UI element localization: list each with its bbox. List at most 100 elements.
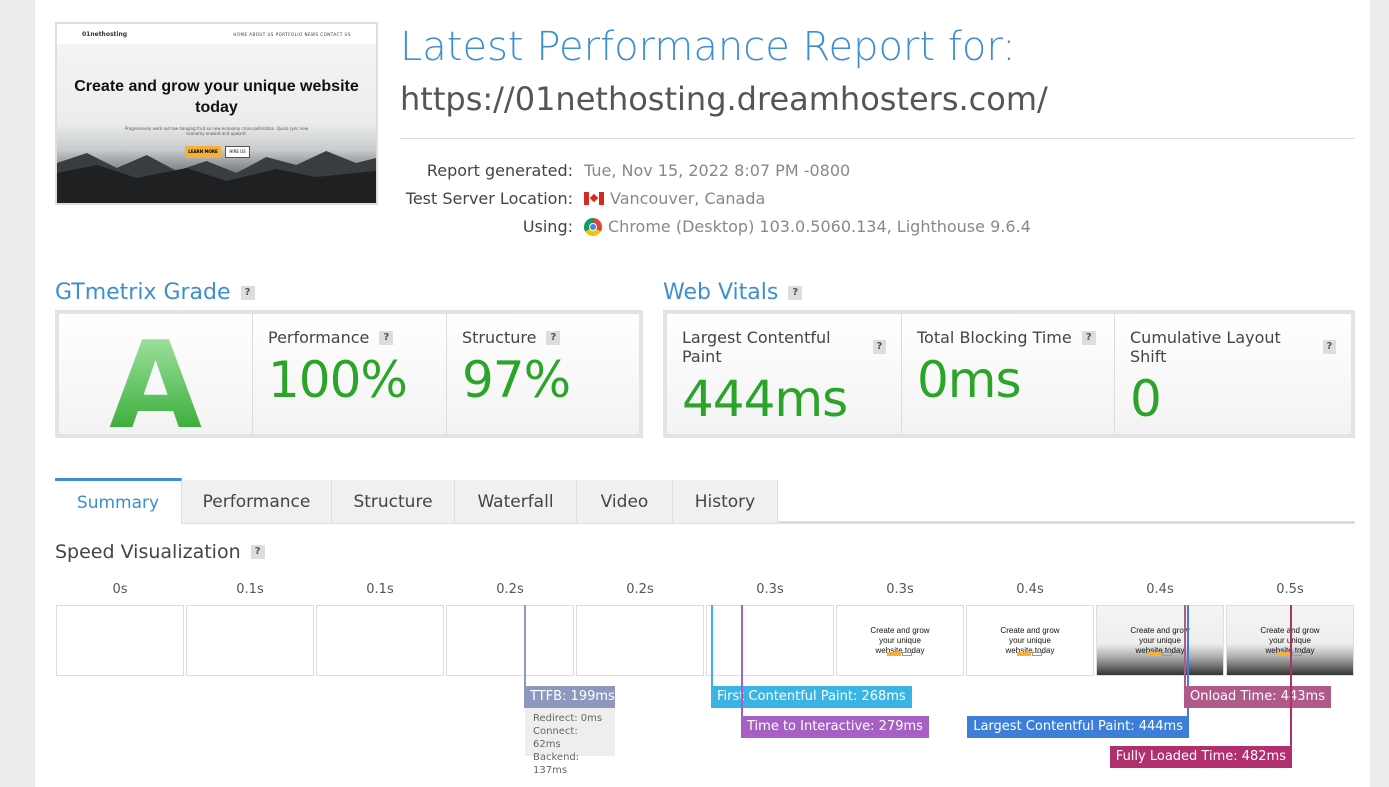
frame-button <box>902 652 912 656</box>
tab-performance[interactable]: Performance <box>182 480 332 523</box>
speed-heading-text: Speed Visualization <box>55 541 241 563</box>
lcp-value: 444ms <box>682 370 848 428</box>
structure-label: Structure <box>462 328 537 347</box>
grade-letter: A <box>74 327 237 447</box>
tbt-label: Total Blocking Time <box>917 328 1072 347</box>
thumb-headline: Create and grow your unique website toda… <box>74 78 359 116</box>
time-label: 0.2s <box>496 582 524 597</box>
onload-marker: Onload Time: 443ms <box>1184 686 1331 708</box>
server-location-value: Vancouver, Canada <box>584 189 765 208</box>
time-label: 0.1s <box>366 582 394 597</box>
using-value: Chrome (Desktop) 103.0.5060.134, Lightho… <box>584 217 1031 236</box>
fcp-line <box>711 605 713 686</box>
time-label: 0.1s <box>236 582 264 597</box>
divider <box>400 138 1355 139</box>
tti-marker: Time to Interactive: 279ms <box>741 716 929 738</box>
report-url[interactable]: https://01nethosting.dreamhosters.com/ <box>400 80 1048 118</box>
chrome-icon <box>584 217 602 236</box>
canada-flag-icon <box>584 192 604 205</box>
tti-line <box>741 605 743 716</box>
report-tabs: Summary Performance Structure Waterfall … <box>55 478 1355 524</box>
frame-button <box>1032 652 1042 656</box>
tab-video[interactable]: Video <box>577 480 673 523</box>
fcp-marker: First Contentful Paint: 268ms <box>711 686 912 708</box>
thumb-logo: 01nethosting <box>82 31 128 38</box>
performance-score: 100% <box>268 351 408 409</box>
gtmetrix-grade-heading: GTmetrix Grade? <box>55 280 255 305</box>
help-icon[interactable]: ? <box>1322 340 1336 354</box>
lcp-cell: Largest Contentful Paint? 444ms <box>667 314 902 434</box>
report-generated-label: Report generated: <box>426 161 573 180</box>
cls-value: 0 <box>1130 370 1162 428</box>
frame-headline: Create and grow your unique website toda… <box>1000 626 1060 655</box>
help-icon[interactable]: ? <box>546 330 561 345</box>
time-label: 0.5s <box>1276 582 1304 597</box>
structure-score: 97% <box>462 351 571 409</box>
thumb-learn-more: LEARN MORE <box>185 146 221 158</box>
filmstrip-frame[interactable]: Create and grow your unique website toda… <box>1096 605 1224 676</box>
lcp-label: Largest Contentful Paint <box>682 328 831 366</box>
filmstrip-frame[interactable] <box>706 605 834 676</box>
mountains-image <box>57 151 376 203</box>
tab-summary[interactable]: Summary <box>55 478 182 524</box>
redirect-time: Redirect: 0ms <box>533 713 603 724</box>
filmstrip-frame[interactable] <box>316 605 444 676</box>
cls-cell: Cumulative Layout Shift? 0 <box>1115 314 1351 434</box>
time-label: 0.3s <box>756 582 784 597</box>
thumb-nav: HOME ABOUT US PORTFOLIO NEWS CONTACT US <box>233 32 351 37</box>
thumb-hire-us: HIRE US <box>225 146 250 158</box>
help-icon[interactable]: ? <box>240 285 255 300</box>
site-screenshot: 01nethosting HOME ABOUT US PORTFOLIO NEWS… <box>55 22 378 205</box>
tab-history[interactable]: History <box>673 480 778 523</box>
fully-loaded-marker: Fully Loaded Time: 482ms <box>1109 746 1292 768</box>
server-location-label: Test Server Location: <box>405 189 573 208</box>
lcp-line <box>1187 605 1189 716</box>
thumb-sub: Progressively work out low hanging fruit… <box>124 126 309 136</box>
filmstrip-frame[interactable] <box>186 605 314 676</box>
time-label: 0.4s <box>1016 582 1044 597</box>
using-label: Using: <box>522 217 573 236</box>
lcp-marker: Largest Contentful Paint: 444ms <box>967 716 1189 738</box>
help-icon[interactable]: ? <box>872 340 886 354</box>
frame-button <box>1162 652 1172 656</box>
connect-time: Connect: 62ms <box>533 726 578 750</box>
frame-headline: Create and grow your unique website toda… <box>870 626 930 655</box>
performance-label: Performance <box>268 328 370 347</box>
ttfb-marker: TTFB: 199ms <box>524 686 615 708</box>
filmstrip-frame[interactable]: Create and grow your unique website toda… <box>966 605 1094 676</box>
frame-button <box>887 652 901 656</box>
help-icon[interactable]: ? <box>1081 330 1096 345</box>
report-generated-value: Tue, Nov 15, 2022 8:07 PM -0800 <box>584 161 850 180</box>
server-location-text: Vancouver, Canada <box>610 189 766 208</box>
grade-cell: A <box>59 314 253 447</box>
onload-line <box>1184 605 1186 686</box>
tbt-value: 0ms <box>917 351 1022 409</box>
time-label: 0.3s <box>886 582 914 597</box>
using-text: Chrome (Desktop) 103.0.5060.134, Lightho… <box>608 217 1031 236</box>
filmstrip-frame[interactable] <box>576 605 704 676</box>
time-label: 0s <box>112 582 128 597</box>
time-label: 0.2s <box>626 582 654 597</box>
filmstrip-frame[interactable]: Create and grow your unique website toda… <box>836 605 964 676</box>
structure-cell: Structure? 97% <box>447 314 639 434</box>
grade-box: A Performance? 100% Structure? 97% <box>55 310 643 447</box>
ttfb-line <box>524 605 526 686</box>
help-icon[interactable]: ? <box>788 285 803 300</box>
tab-structure[interactable]: Structure <box>332 480 455 523</box>
vitals-box: Largest Contentful Paint? 444ms Total Blo… <box>663 310 1355 438</box>
help-icon[interactable]: ? <box>379 330 394 345</box>
web-vitals-heading: Web Vitals? <box>663 280 803 305</box>
tab-waterfall[interactable]: Waterfall <box>455 480 577 523</box>
help-icon[interactable]: ? <box>250 545 265 559</box>
time-label: 0.4s <box>1146 582 1174 597</box>
ttfb-details: Redirect: 0ms Connect: 62ms Backend: 137ms <box>525 708 615 776</box>
speed-visualization-heading: Speed Visualization? <box>55 541 265 563</box>
frame-button <box>1277 652 1291 656</box>
performance-cell: Performance? 100% <box>253 314 447 434</box>
filmstrip-frame[interactable] <box>446 605 574 676</box>
fully-loaded-line <box>1290 605 1292 746</box>
tbt-cell: Total Blocking Time? 0ms <box>902 314 1115 434</box>
filmstrip-frame[interactable] <box>56 605 184 676</box>
report-generated-text: Tue, Nov 15, 2022 8:07 PM -0800 <box>584 161 851 180</box>
frame-button <box>1017 652 1031 656</box>
